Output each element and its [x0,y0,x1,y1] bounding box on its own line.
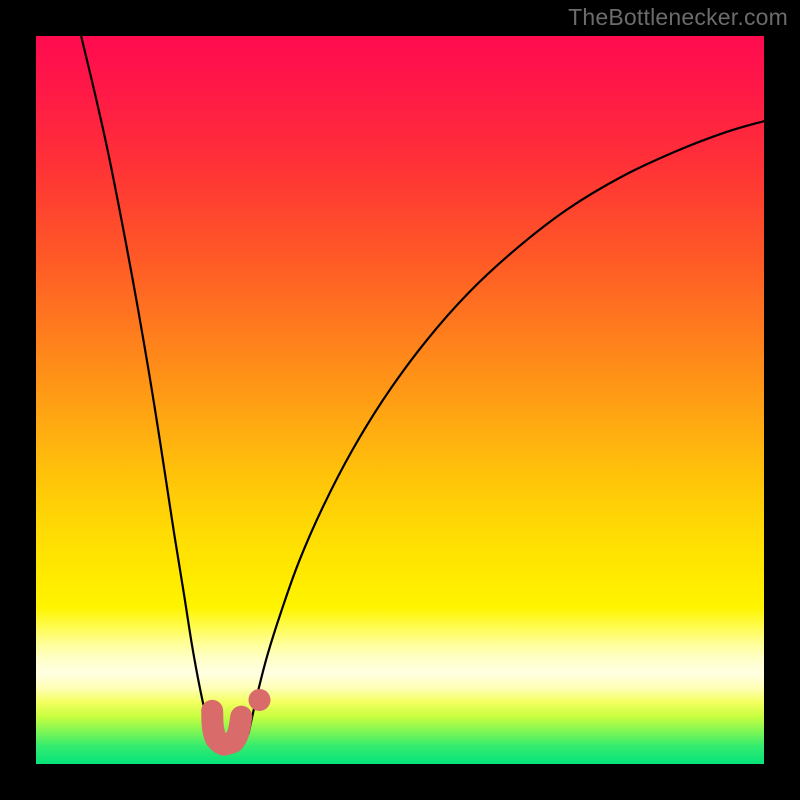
chart-stage: TheBottlenecker.com [0,0,800,800]
plot-gradient [36,36,764,764]
cusp-dot [249,689,271,711]
chart-svg [0,0,800,800]
